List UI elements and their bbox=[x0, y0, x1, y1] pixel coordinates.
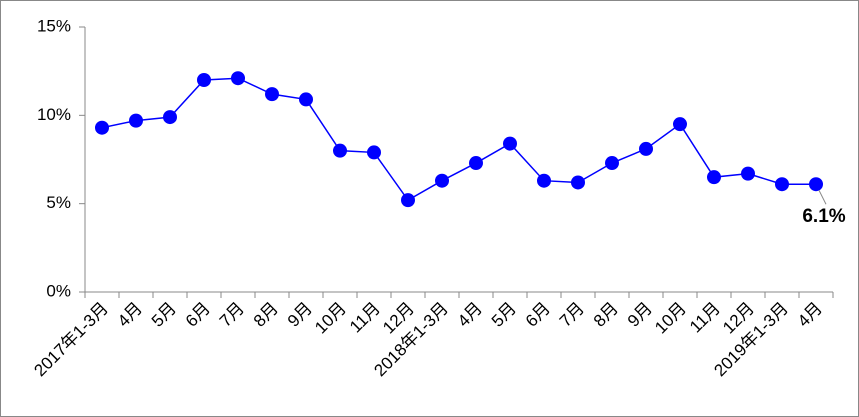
point bbox=[129, 113, 143, 128]
leader-line bbox=[818, 190, 827, 205]
y-tick-label: 0% bbox=[46, 281, 71, 300]
point bbox=[809, 177, 823, 192]
point bbox=[367, 145, 381, 160]
point bbox=[571, 175, 585, 190]
point bbox=[333, 143, 347, 158]
series-line bbox=[101, 77, 816, 202]
point bbox=[197, 73, 211, 87]
data-label: 6.1% bbox=[802, 206, 845, 227]
point bbox=[707, 170, 721, 185]
point bbox=[231, 71, 245, 86]
point bbox=[469, 156, 483, 171]
point bbox=[401, 193, 415, 208]
y-tick-label: 5% bbox=[46, 193, 71, 212]
point bbox=[503, 136, 517, 151]
point bbox=[299, 92, 313, 107]
point bbox=[435, 173, 449, 188]
point bbox=[95, 120, 109, 135]
point bbox=[163, 110, 177, 125]
point bbox=[639, 141, 653, 156]
point bbox=[775, 177, 789, 192]
point bbox=[605, 156, 619, 171]
point bbox=[673, 117, 687, 132]
y-tick-label: 15% bbox=[37, 16, 71, 35]
point bbox=[537, 173, 551, 188]
point bbox=[265, 87, 279, 102]
point bbox=[741, 166, 755, 181]
y-tick-label: 10% bbox=[37, 105, 71, 124]
